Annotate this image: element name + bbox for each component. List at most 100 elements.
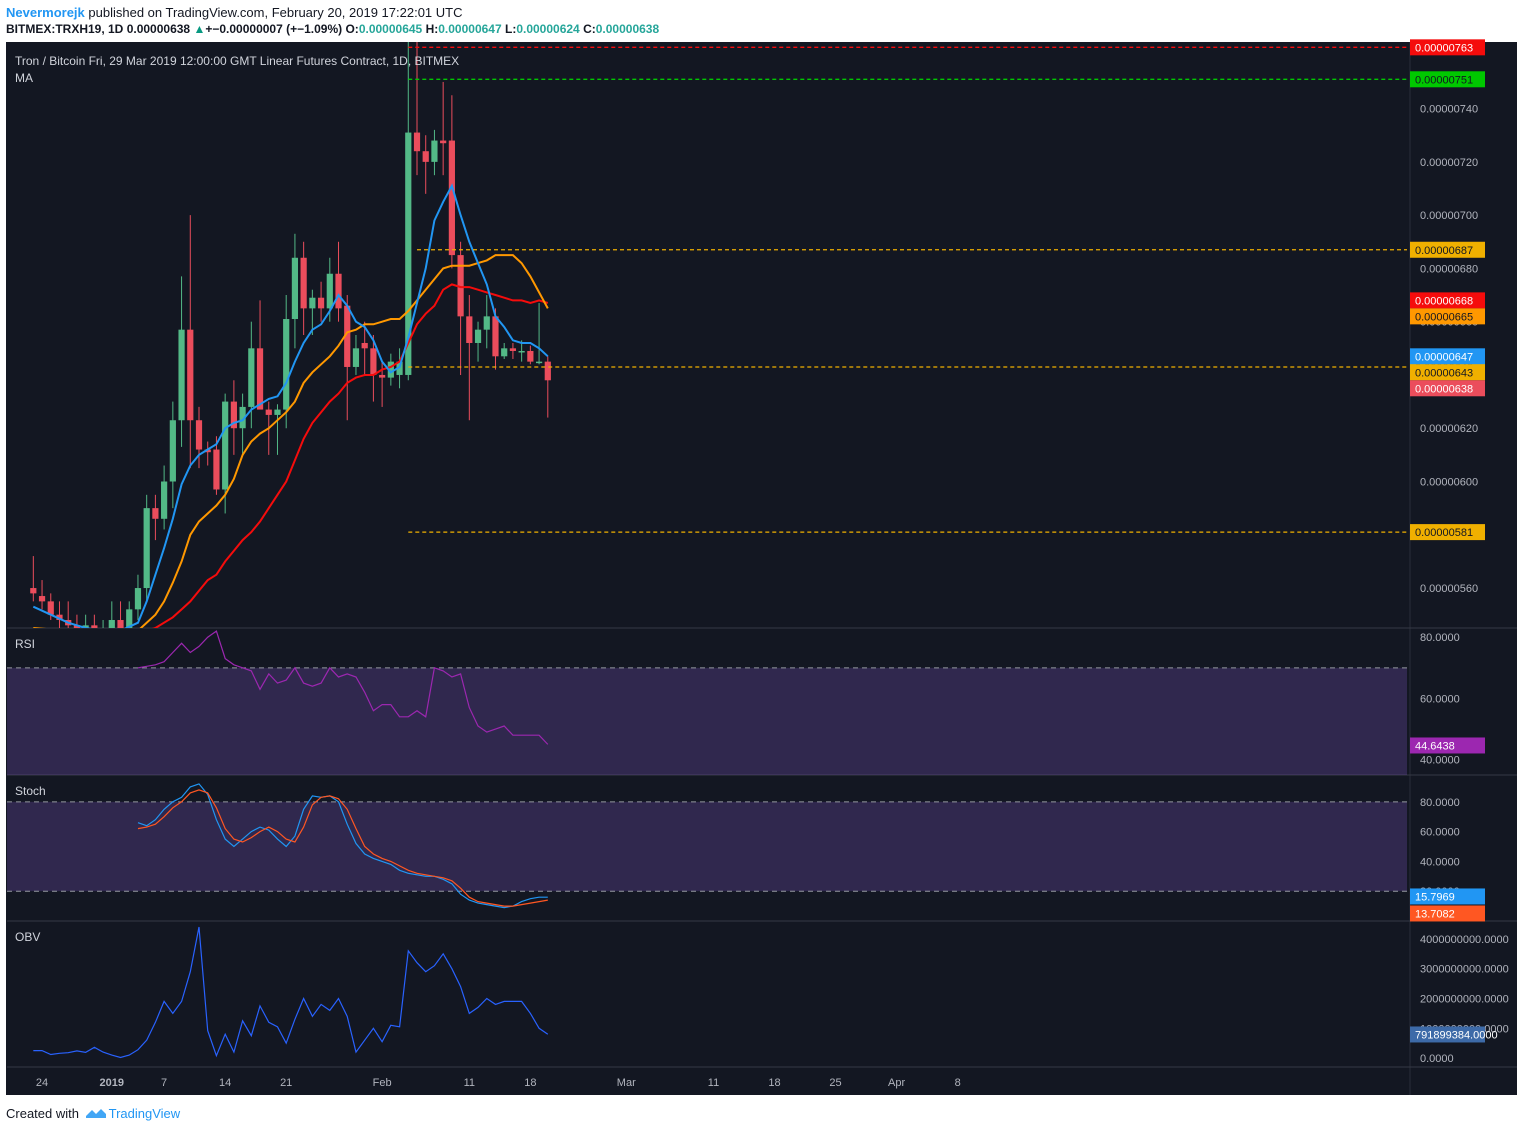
candle-up [100, 631, 106, 636]
candle-down [47, 601, 54, 615]
price-tick-label: 0.00000620 [1420, 423, 1478, 435]
candle-down [457, 255, 464, 317]
price-tag-bg [1410, 380, 1485, 397]
candle-down [527, 350, 534, 362]
rsi-pane [7, 630, 1407, 775]
level-price-tag-bg [1410, 241, 1485, 258]
rsi-tick-label: 60.0000 [1420, 693, 1460, 705]
main-pane [30, 42, 1407, 636]
stoch-band-fill [7, 801, 1407, 892]
x-tick-label: 18 [768, 1077, 780, 1089]
candle-up [387, 361, 394, 378]
candle-down [265, 409, 272, 415]
candle-down [300, 257, 307, 309]
candle-up [274, 409, 281, 415]
x-tick-label: 8 [955, 1077, 961, 1089]
candle-down [440, 140, 447, 144]
high-value: 0.00000647 [438, 22, 502, 36]
candle-up [483, 316, 490, 330]
candle-down [492, 316, 499, 357]
x-tick-label: 24 [36, 1077, 48, 1089]
level-price-tag-bg [1410, 39, 1485, 56]
candle-up [291, 257, 299, 320]
candle-up [518, 350, 525, 353]
stoch-series-line [137, 789, 548, 907]
price-tick-label: 0.00000740 [1420, 104, 1478, 116]
candle-up [474, 329, 482, 343]
x-tick-label: 2019 [100, 1077, 124, 1089]
obv-pane [33, 926, 549, 1059]
candle-down [361, 342, 368, 349]
candle-up [396, 361, 403, 375]
ma-mid-line [33, 254, 549, 628]
price-tag-bg [1410, 348, 1485, 365]
price-tick-label: 0.00000680 [1420, 263, 1478, 275]
candle-down [370, 348, 377, 375]
candle-down [413, 132, 421, 152]
price-change: +−0.00000007 (+−1.09%) [205, 22, 343, 36]
candle-up [169, 420, 176, 482]
stoch-tick-label: 60.0000 [1420, 827, 1460, 839]
ma-slow-line [151, 283, 549, 628]
rsi-value-tag-bg [1410, 737, 1485, 754]
symbol-text: BITMEX:TRXH19, 1D [6, 22, 124, 36]
high-label: H: [425, 22, 439, 36]
obv-series-line [33, 926, 549, 1059]
x-tick-label: 11 [464, 1077, 475, 1089]
candle-up [501, 348, 508, 357]
price-tick-label: 0.00000720 [1420, 157, 1478, 169]
x-tick-label: Mar [617, 1077, 636, 1089]
tradingview-link[interactable]: TradingView [108, 1106, 181, 1121]
main-chart-title: Tron / Bitcoin Fri, 29 Mar 2019 12:00:00… [15, 54, 459, 68]
candle-up [326, 273, 333, 309]
candle-up [126, 609, 133, 628]
rsi-band-fill [7, 667, 1407, 775]
x-tick-label: 18 [524, 1077, 536, 1089]
candle-up [309, 297, 316, 309]
x-tick-label: 7 [161, 1077, 167, 1089]
published-text: published on TradingView.com, February 2… [84, 5, 463, 20]
candle-down [204, 449, 211, 453]
obv-value-tag-bg [1410, 1026, 1485, 1043]
price-tick-label: 0.00000560 [1420, 583, 1478, 595]
x-tick-label: 25 [829, 1077, 841, 1089]
low-label: L: [504, 22, 517, 36]
price-tag: 0.00000638 [1415, 383, 1473, 395]
rsi-tick-label: 80.0000 [1420, 632, 1460, 644]
candle-down [56, 614, 63, 621]
stoch-d-tag: 13.7082 [1415, 908, 1455, 920]
candle-up [283, 319, 290, 410]
price-tag-bg [1410, 364, 1485, 381]
obv-tick-label: 4000000000.0000 [1420, 934, 1509, 946]
price-tag: 0.00000647 [1415, 351, 1473, 363]
candle-down [317, 297, 325, 309]
level-price-tag: 0.00000581 [1415, 527, 1473, 539]
candle-up [352, 348, 360, 367]
chart-frame[interactable] [6, 42, 1517, 1095]
candle-down [466, 316, 473, 343]
close-value: 0.00000638 [595, 22, 660, 36]
obv-title: OBV [15, 930, 40, 944]
low-value: 0.00000624 [516, 22, 580, 36]
stoch-k-tag-bg [1410, 888, 1485, 905]
x-tick-label: Apr [888, 1077, 905, 1089]
candle-down [195, 420, 203, 450]
candle-up [161, 481, 168, 519]
candle-down [335, 273, 342, 309]
tradingview-logo-icon [85, 1109, 106, 1118]
obv-tick-label: 0.0000 [1420, 1053, 1454, 1065]
candle-up [239, 406, 246, 429]
candle-down [91, 625, 98, 628]
open-value: 0.00000645 [358, 22, 423, 36]
candle-down [38, 596, 46, 602]
candle-down [30, 588, 37, 594]
price-tick-label: 0.00000600 [1420, 477, 1478, 489]
price-tick-label: 0.00000700 [1420, 210, 1478, 222]
candle-down [544, 361, 551, 381]
author-link[interactable]: Nevermorejk [6, 5, 85, 20]
candle-down [344, 305, 351, 367]
chart-canvas[interactable]: Tron / Bitcoin Fri, 29 Mar 2019 12:00:00… [0, 0, 1523, 1100]
candle-down [117, 620, 124, 628]
price-tag-bg [1410, 308, 1485, 325]
candle-down [213, 449, 220, 490]
